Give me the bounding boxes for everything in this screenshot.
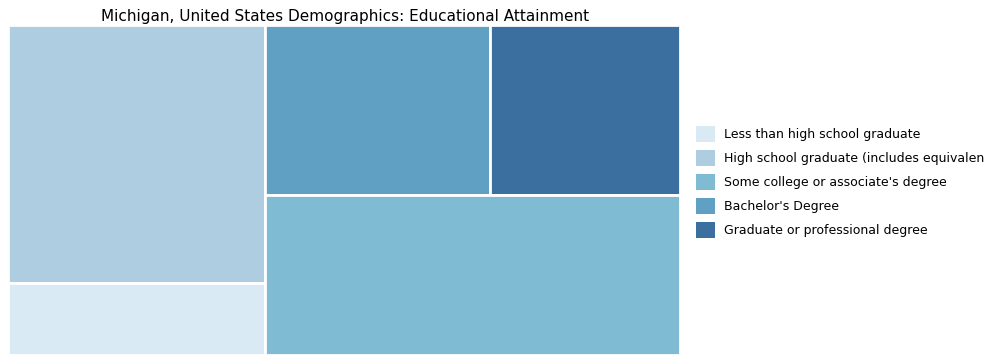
FancyBboxPatch shape — [8, 25, 265, 283]
FancyBboxPatch shape — [8, 283, 265, 355]
Legend: Less than high school graduate, High school graduate (includes equivalency), Som: Less than high school graduate, High sch… — [695, 126, 985, 238]
Text: Michigan, United States Demographics: Educational Attainment: Michigan, United States Demographics: Ed… — [100, 9, 589, 24]
FancyBboxPatch shape — [265, 25, 490, 195]
FancyBboxPatch shape — [265, 195, 680, 355]
FancyBboxPatch shape — [490, 25, 680, 195]
